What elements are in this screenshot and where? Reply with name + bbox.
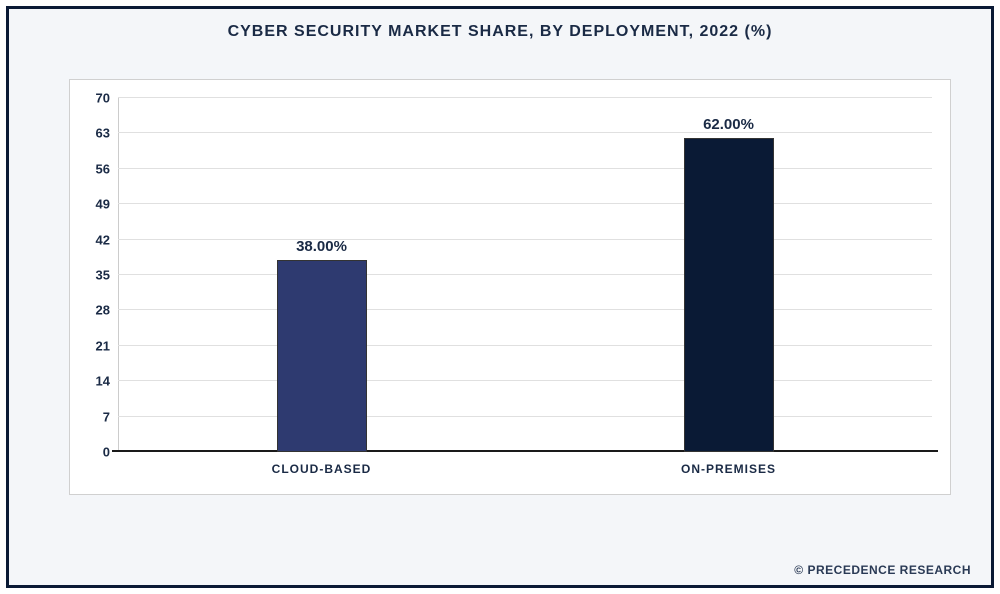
x-tick-label: CLOUD-BASED [272, 452, 372, 476]
gridline [118, 168, 932, 169]
y-tick-label: 14 [96, 374, 118, 389]
bar-value-label: 62.00% [703, 116, 754, 139]
gridline [118, 239, 932, 240]
bar-value-label: 38.00% [296, 238, 347, 261]
gridline [118, 380, 932, 381]
gridline [118, 274, 932, 275]
y-tick-label: 21 [96, 338, 118, 353]
plot-area: 0714212835424956637038.00%CLOUD-BASED62.… [118, 98, 932, 452]
y-tick-label: 0 [103, 445, 118, 460]
bar-cloud-based: 38.00% [277, 260, 367, 452]
y-tick-label: 49 [96, 197, 118, 212]
y-axis-line [118, 98, 119, 452]
x-tick-label: ON-PREMISES [681, 452, 776, 476]
footer-credit: © PRECEDENCE RESEARCH [794, 563, 971, 577]
y-tick-label: 42 [96, 232, 118, 247]
y-tick-label: 7 [103, 409, 118, 424]
gridline [118, 309, 932, 310]
gridline [118, 97, 932, 98]
x-axis-line [112, 450, 938, 452]
y-tick-label: 35 [96, 268, 118, 283]
gridline [118, 416, 932, 417]
plot-container: 0714212835424956637038.00%CLOUD-BASED62.… [69, 79, 951, 495]
y-tick-label: 63 [96, 126, 118, 141]
chart-frame: CYBER SECURITY MARKET SHARE, BY DEPLOYME… [6, 6, 994, 588]
bar-on-premises: 62.00% [684, 138, 774, 452]
chart-title: CYBER SECURITY MARKET SHARE, BY DEPLOYME… [9, 23, 991, 41]
y-tick-label: 56 [96, 161, 118, 176]
y-tick-label: 28 [96, 303, 118, 318]
gridline [118, 345, 932, 346]
gridline [118, 203, 932, 204]
title-bar: CYBER SECURITY MARKET SHARE, BY DEPLOYME… [9, 9, 991, 51]
gridline [118, 132, 932, 133]
y-tick-label: 70 [96, 91, 118, 106]
